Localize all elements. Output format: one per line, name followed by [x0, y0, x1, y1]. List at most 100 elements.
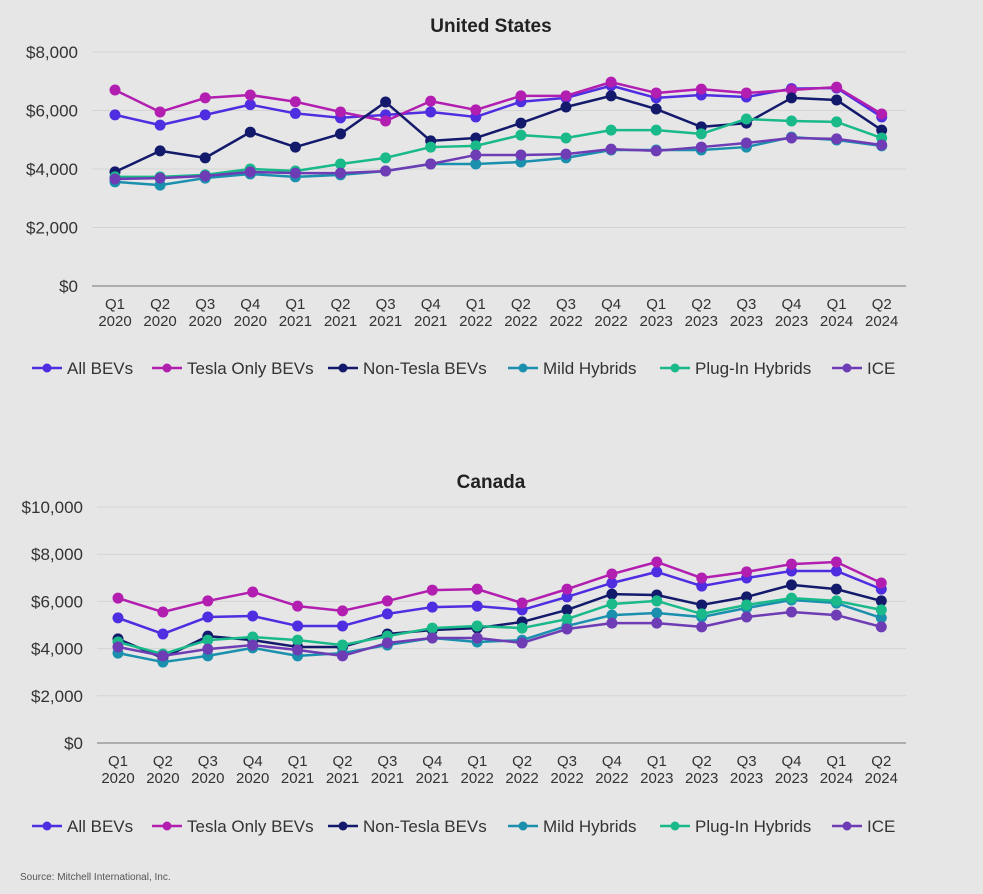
data-point-plug-in-hybrids	[650, 124, 662, 136]
x-tick-label: Q3 2023	[730, 753, 763, 787]
data-point-tesla-only-bevs	[109, 84, 121, 96]
data-point-tesla-only-bevs	[247, 586, 259, 598]
data-point-all-bevs	[292, 620, 304, 632]
x-tick-label: Q1 2020	[101, 753, 134, 787]
y-tick-label: $8,000	[31, 545, 83, 564]
data-point-tesla-only-bevs	[425, 95, 437, 107]
data-point-non-tesla-bevs	[741, 591, 753, 603]
legend-marker-icon	[670, 821, 680, 831]
data-point-non-tesla-bevs	[244, 126, 256, 138]
legend-label: Non-Tesla BEVs	[363, 817, 487, 836]
canada-chart-svg: Canada $0 $2,000 $4,000 $6,000 $8,000 $10,000 Q…	[22, 472, 906, 836]
data-point-ice	[650, 145, 662, 157]
x-tick-label: Q1 2020	[98, 296, 131, 330]
y-tick-label: $2,000	[31, 687, 83, 706]
legend-item-plug-in-hybrids: Plug-In Hybrids	[660, 359, 811, 378]
data-point-plug-in-hybrids	[695, 128, 707, 140]
data-point-all-bevs	[337, 620, 348, 632]
y-tick-label: $2,000	[26, 219, 78, 238]
legend-item-tesla-only-bevs: Tesla Only BEVs	[152, 359, 314, 378]
data-point-tesla-only-bevs	[516, 597, 528, 609]
data-point-plug-in-hybrids	[471, 620, 483, 632]
data-point-all-bevs	[202, 611, 214, 623]
data-point-non-tesla-bevs	[605, 90, 617, 102]
x-tick-label: Q3 2023	[730, 296, 763, 330]
legend-marker-icon	[338, 821, 348, 831]
x-tick-label: Q1 2023	[640, 296, 673, 330]
legend-marker-icon	[338, 363, 348, 373]
x-tick-label: Q1 2024	[820, 296, 853, 330]
x-tick-label: Q3 2022	[550, 753, 583, 787]
legend-item-all-bevs: All BEVs	[32, 359, 133, 378]
legend-marker-icon	[162, 821, 172, 831]
legend-item-ice: ICE	[832, 359, 895, 378]
y-tick-label: $6,000	[31, 592, 83, 611]
x-tick-label: Q2 2022	[505, 753, 538, 787]
data-point-all-bevs	[426, 601, 438, 613]
x-tick-label: Q1 2021	[281, 753, 314, 787]
series-line-mild-hybrids	[117, 598, 882, 664]
data-point-ice	[740, 137, 752, 149]
data-point-plug-in-hybrids	[561, 613, 573, 625]
data-point-ice	[695, 141, 707, 153]
data-point-tesla-only-bevs	[606, 568, 618, 580]
legend-item-non-tesla-bevs: Non-Tesla BEVs	[328, 359, 487, 378]
data-point-tesla-only-bevs	[337, 605, 348, 617]
y-tick-label: $6,000	[26, 102, 78, 121]
data-point-plug-in-hybrids	[605, 124, 617, 136]
data-point-ice	[426, 632, 438, 644]
x-tick-label: Q2 2021	[326, 753, 359, 787]
series-line-ice	[117, 610, 882, 658]
x-tick-label: Q2 2020	[143, 296, 176, 330]
series-line-non-tesla-bevs	[114, 94, 883, 174]
data-point-non-tesla-bevs	[560, 101, 572, 113]
data-point-plug-in-hybrids	[425, 141, 437, 153]
x-tick-label: Q2 2021	[324, 296, 357, 330]
data-point-all-bevs	[109, 109, 121, 121]
legend-label: Non-Tesla BEVs	[363, 359, 487, 378]
data-point-non-tesla-bevs	[470, 132, 482, 144]
y-tick-label: $8,000	[26, 43, 78, 62]
legend-label: ICE	[867, 359, 895, 378]
data-point-tesla-only-bevs	[426, 584, 438, 596]
data-point-plug-in-hybrids	[335, 158, 346, 170]
data-point-tesla-only-bevs	[561, 583, 573, 595]
data-point-all-bevs	[830, 565, 842, 577]
x-tick-label: Q4 2023	[775, 296, 808, 330]
data-point-tesla-only-bevs	[202, 595, 214, 607]
data-point-plug-in-hybrids	[516, 622, 528, 634]
series-line-tesla-only-bevs	[117, 560, 882, 614]
data-point-plug-in-hybrids	[560, 132, 572, 144]
data-point-plug-in-hybrids	[292, 634, 304, 646]
legend-marker-icon	[842, 363, 852, 373]
data-point-ice	[244, 166, 256, 178]
data-point-tesla-only-bevs	[831, 81, 843, 93]
data-point-tesla-only-bevs	[741, 566, 753, 578]
data-point-tesla-only-bevs	[830, 556, 842, 568]
legend-label: All BEVs	[67, 359, 133, 378]
data-point-plug-in-hybrids	[426, 622, 438, 634]
data-point-non-tesla-bevs	[380, 96, 392, 108]
data-point-all-bevs	[606, 577, 618, 589]
legend-label: Mild Hybrids	[543, 359, 637, 378]
data-point-non-tesla-bevs	[335, 128, 346, 140]
data-point-tesla-only-bevs	[471, 583, 483, 595]
data-point-ice	[289, 167, 301, 179]
data-point-ice	[515, 149, 527, 161]
data-point-ice	[696, 621, 708, 633]
data-point-non-tesla-bevs	[606, 588, 618, 600]
data-point-all-bevs	[112, 612, 124, 624]
data-point-ice	[561, 623, 573, 635]
legend-item-tesla-only-bevs: Tesla Only BEVs	[152, 817, 314, 836]
data-point-ice	[830, 609, 842, 621]
data-point-all-bevs	[157, 628, 169, 640]
data-point-ice	[560, 148, 572, 160]
y-tick-label: $0	[59, 277, 78, 296]
data-point-tesla-only-bevs	[381, 595, 393, 607]
data-point-all-bevs	[381, 608, 393, 620]
data-point-all-bevs	[199, 109, 211, 121]
legend-label: Plug-In Hybrids	[695, 817, 811, 836]
data-point-plug-in-hybrids	[741, 599, 753, 611]
series-line-tesla-only-bevs	[114, 80, 883, 123]
data-point-mild-hybrids	[651, 607, 663, 619]
